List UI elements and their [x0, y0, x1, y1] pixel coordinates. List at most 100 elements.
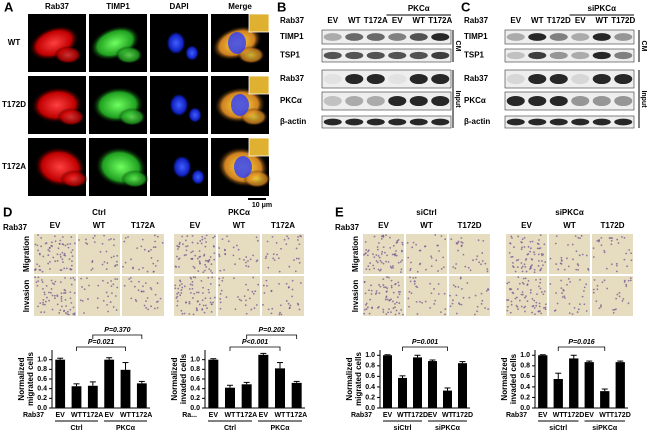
cell-dot [147, 250, 150, 253]
cell-dot [191, 287, 194, 290]
cell-dot [625, 283, 628, 286]
cell-dot [539, 234, 542, 237]
cell-dot [59, 309, 62, 312]
row-label: TIMP1 [280, 32, 304, 41]
cell-dot [396, 239, 399, 242]
cell-dot [34, 276, 37, 279]
group-label: PKCα [270, 425, 290, 432]
cell-dot [385, 291, 388, 293]
cell-dot [145, 306, 148, 309]
cell-dot [521, 291, 524, 293]
lane-header: Rab37 [464, 16, 489, 25]
cell-dot [510, 303, 513, 306]
cell-dot [398, 302, 401, 304]
cell-dot [114, 265, 116, 268]
cell-dot [53, 297, 56, 300]
cell-dot [520, 262, 523, 264]
cell-dot [469, 269, 472, 272]
cell-dot [201, 235, 204, 238]
cell-dot [630, 252, 632, 255]
lane-label: EV [392, 16, 403, 25]
y-tick-label: 0.6 [190, 376, 200, 383]
cell-dot [618, 291, 621, 294]
group-label: PKCα [408, 4, 430, 13]
cell-dot [123, 240, 126, 243]
cell-dot [67, 313, 70, 316]
cell-dot [389, 265, 392, 268]
lane-label: WT [531, 16, 544, 25]
band [366, 118, 385, 126]
cell-dot [569, 280, 572, 283]
cell-dot [201, 238, 204, 241]
cell-dot [508, 287, 511, 290]
cell-dot [57, 247, 60, 250]
cell-dot [181, 235, 184, 238]
cell-dot [520, 293, 523, 296]
y-tick-label: 0.0 [520, 405, 530, 412]
cell-dot [285, 243, 288, 246]
cell-dot [380, 261, 383, 264]
cell-dot [533, 271, 536, 274]
cell-dot [596, 284, 599, 287]
cell-dot [61, 305, 63, 308]
cell-dot [368, 268, 371, 271]
transwell-image [406, 234, 447, 274]
cell-dot [390, 298, 392, 301]
cell-dot [116, 278, 119, 281]
cell-dot [409, 280, 412, 283]
cell-dot [390, 311, 392, 314]
band [571, 95, 590, 107]
lane-label: WT [348, 16, 361, 25]
cell-dot [288, 265, 291, 268]
cell-dot [522, 282, 525, 285]
cell-dot [392, 300, 394, 303]
cell-dot [511, 237, 513, 239]
cell-dot [237, 296, 239, 298]
cell-dot [103, 261, 106, 263]
cell-dot [516, 306, 519, 308]
cell-dot [233, 277, 235, 280]
lane-label: T172A [271, 221, 295, 230]
cell-dot [97, 284, 100, 287]
cell-dot [64, 289, 67, 292]
band [388, 118, 407, 126]
cell-dot [540, 291, 543, 293]
bar [600, 391, 610, 408]
y-tick-label: 0.2 [37, 395, 47, 402]
cell-dot [271, 235, 274, 238]
cell-dot [209, 256, 212, 258]
cell-dot [392, 266, 394, 269]
band [528, 95, 547, 107]
group-label: Ctrl [224, 425, 236, 432]
cell-dot [571, 313, 574, 316]
cell-dot [374, 293, 377, 295]
cell-dot [243, 295, 246, 298]
cell-dot [473, 313, 476, 316]
cell-dot [610, 263, 613, 266]
cell-dot [62, 261, 64, 264]
cell-dot [527, 280, 530, 282]
cell-dot [191, 281, 194, 283]
cell-dot [207, 276, 210, 279]
row-label: TSP1 [464, 51, 485, 60]
x-tick-label: WT [225, 412, 237, 419]
cell-dot [514, 270, 517, 273]
cell-dot [248, 297, 251, 300]
cell-dot [199, 255, 202, 258]
cell-dot [234, 308, 237, 311]
band [345, 33, 364, 41]
cell-dot [72, 313, 75, 315]
cell-dot [66, 243, 69, 246]
cell-dot [517, 258, 520, 261]
cell-dot [278, 283, 280, 285]
cell-dot [286, 235, 288, 238]
x-tick-label: WT [553, 412, 565, 419]
cell-dot [37, 280, 40, 283]
cell-dot [544, 306, 547, 309]
cell-dot [524, 310, 526, 313]
cell-dot [615, 308, 617, 311]
cell-dot [56, 294, 59, 297]
cell-dot [437, 293, 440, 295]
cell-dot [595, 300, 598, 303]
cell-dot [265, 255, 268, 258]
